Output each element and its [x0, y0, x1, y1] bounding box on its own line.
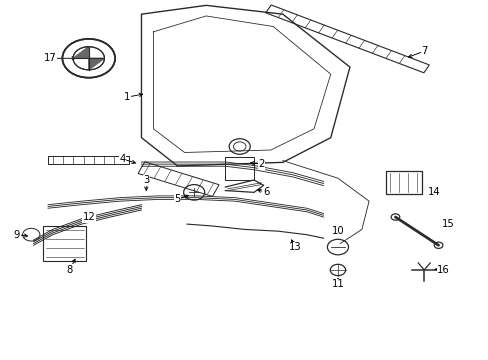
Bar	[43, 226, 86, 261]
Text: 9: 9	[14, 230, 20, 240]
Text: 16: 16	[436, 265, 449, 275]
Polygon shape	[89, 58, 104, 70]
Text: 11: 11	[331, 279, 344, 289]
Text: 15: 15	[441, 219, 454, 229]
Text: 12: 12	[82, 212, 95, 222]
Text: 17: 17	[44, 53, 57, 63]
Bar	[225, 157, 254, 180]
Bar	[385, 171, 421, 194]
Text: 14: 14	[427, 187, 439, 197]
Polygon shape	[73, 47, 89, 58]
Text: 5: 5	[174, 194, 180, 204]
Text: 6: 6	[263, 187, 269, 197]
Bar	[48, 156, 129, 164]
Text: 7: 7	[420, 46, 427, 56]
Text: 2: 2	[258, 159, 264, 169]
Text: 10: 10	[331, 226, 344, 236]
Text: 3: 3	[143, 175, 149, 185]
Text: 8: 8	[66, 265, 73, 275]
Text: 13: 13	[288, 242, 301, 252]
Text: 1: 1	[123, 92, 130, 102]
Text: 4: 4	[119, 154, 125, 164]
